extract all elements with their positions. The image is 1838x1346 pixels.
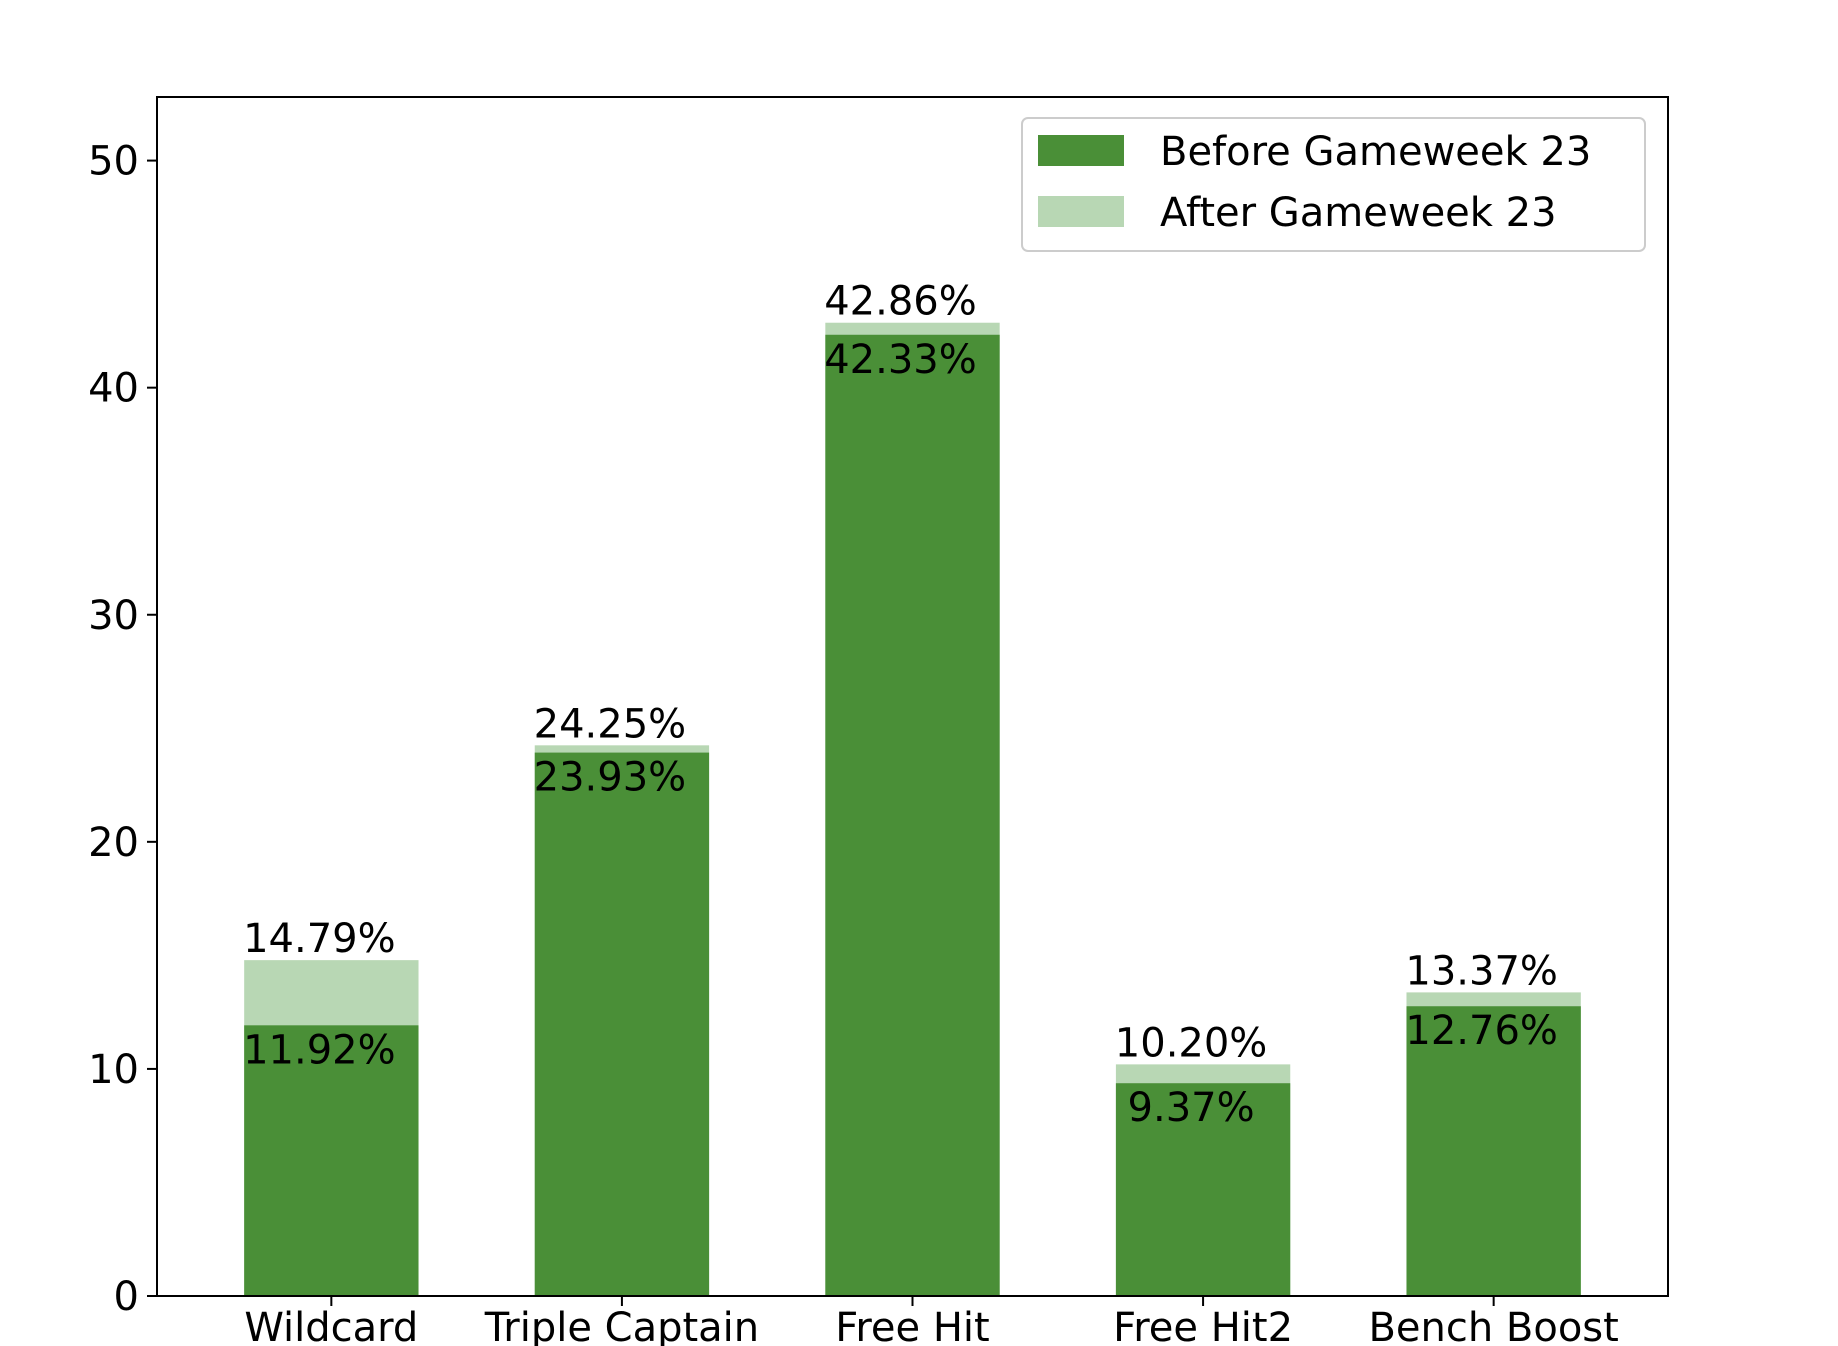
y-tick-label-5: 50 [88, 139, 139, 185]
legend: Before Gameweek 23 After Gameweek 23 [1021, 117, 1646, 252]
y-tick-label-2: 20 [88, 820, 139, 866]
data-label-before-1: 23.93% [534, 755, 687, 801]
data-label-after-3: 10.20% [1115, 1020, 1268, 1066]
axes: 0 10 20 30 40 50 Wildcard Triple Captain Free Hi… [88, 96, 1669, 1346]
data-label-before-3: 9.37% [1128, 1085, 1255, 1131]
x-tick-label-0: Wildcard [244, 1305, 418, 1346]
bar-before-4 [1406, 1006, 1581, 1296]
y-tick-label-0: 0 [114, 1274, 139, 1320]
x-tick-label-3: Free Hit2 [1113, 1305, 1293, 1346]
x-tick-label-2: Free Hit [835, 1305, 989, 1346]
data-label-after-1: 24.25% [534, 701, 687, 747]
bar-before-1 [534, 752, 710, 1296]
data-label-before-0: 11.92% [243, 1027, 396, 1073]
data-label-after-2: 42.86% [824, 279, 977, 325]
legend-box [1021, 117, 1646, 252]
data-label-after-0: 14.79% [243, 916, 396, 962]
y-tick-label-1: 10 [88, 1047, 139, 1093]
y-tick-label-3: 30 [88, 593, 139, 639]
x-tick-label-1: Triple Captain [484, 1305, 759, 1346]
y-tick-label-4: 40 [88, 366, 139, 412]
data-label-before-4: 12.76% [1405, 1008, 1558, 1054]
data-label-after-4: 13.37% [1405, 948, 1558, 994]
bar-before-2 [825, 334, 1000, 1297]
legend-swatch-0 [1038, 135, 1124, 166]
bar-before-3 [1115, 1083, 1291, 1296]
data-label-before-2: 42.33% [824, 337, 977, 383]
bars [244, 322, 1581, 1297]
legend-swatch-1 [1038, 196, 1124, 227]
bar-before-0 [244, 1025, 419, 1296]
legend-label-0: Before Gameweek 23 [1160, 129, 1591, 175]
data-labels: 14.79% 11.92% 24.25% 23.93% 42.86% 42.33% 10.2… [243, 279, 1558, 1132]
legend-label-1: After Gameweek 23 [1160, 190, 1557, 236]
x-tick-label-4: Bench Boost [1368, 1305, 1618, 1346]
